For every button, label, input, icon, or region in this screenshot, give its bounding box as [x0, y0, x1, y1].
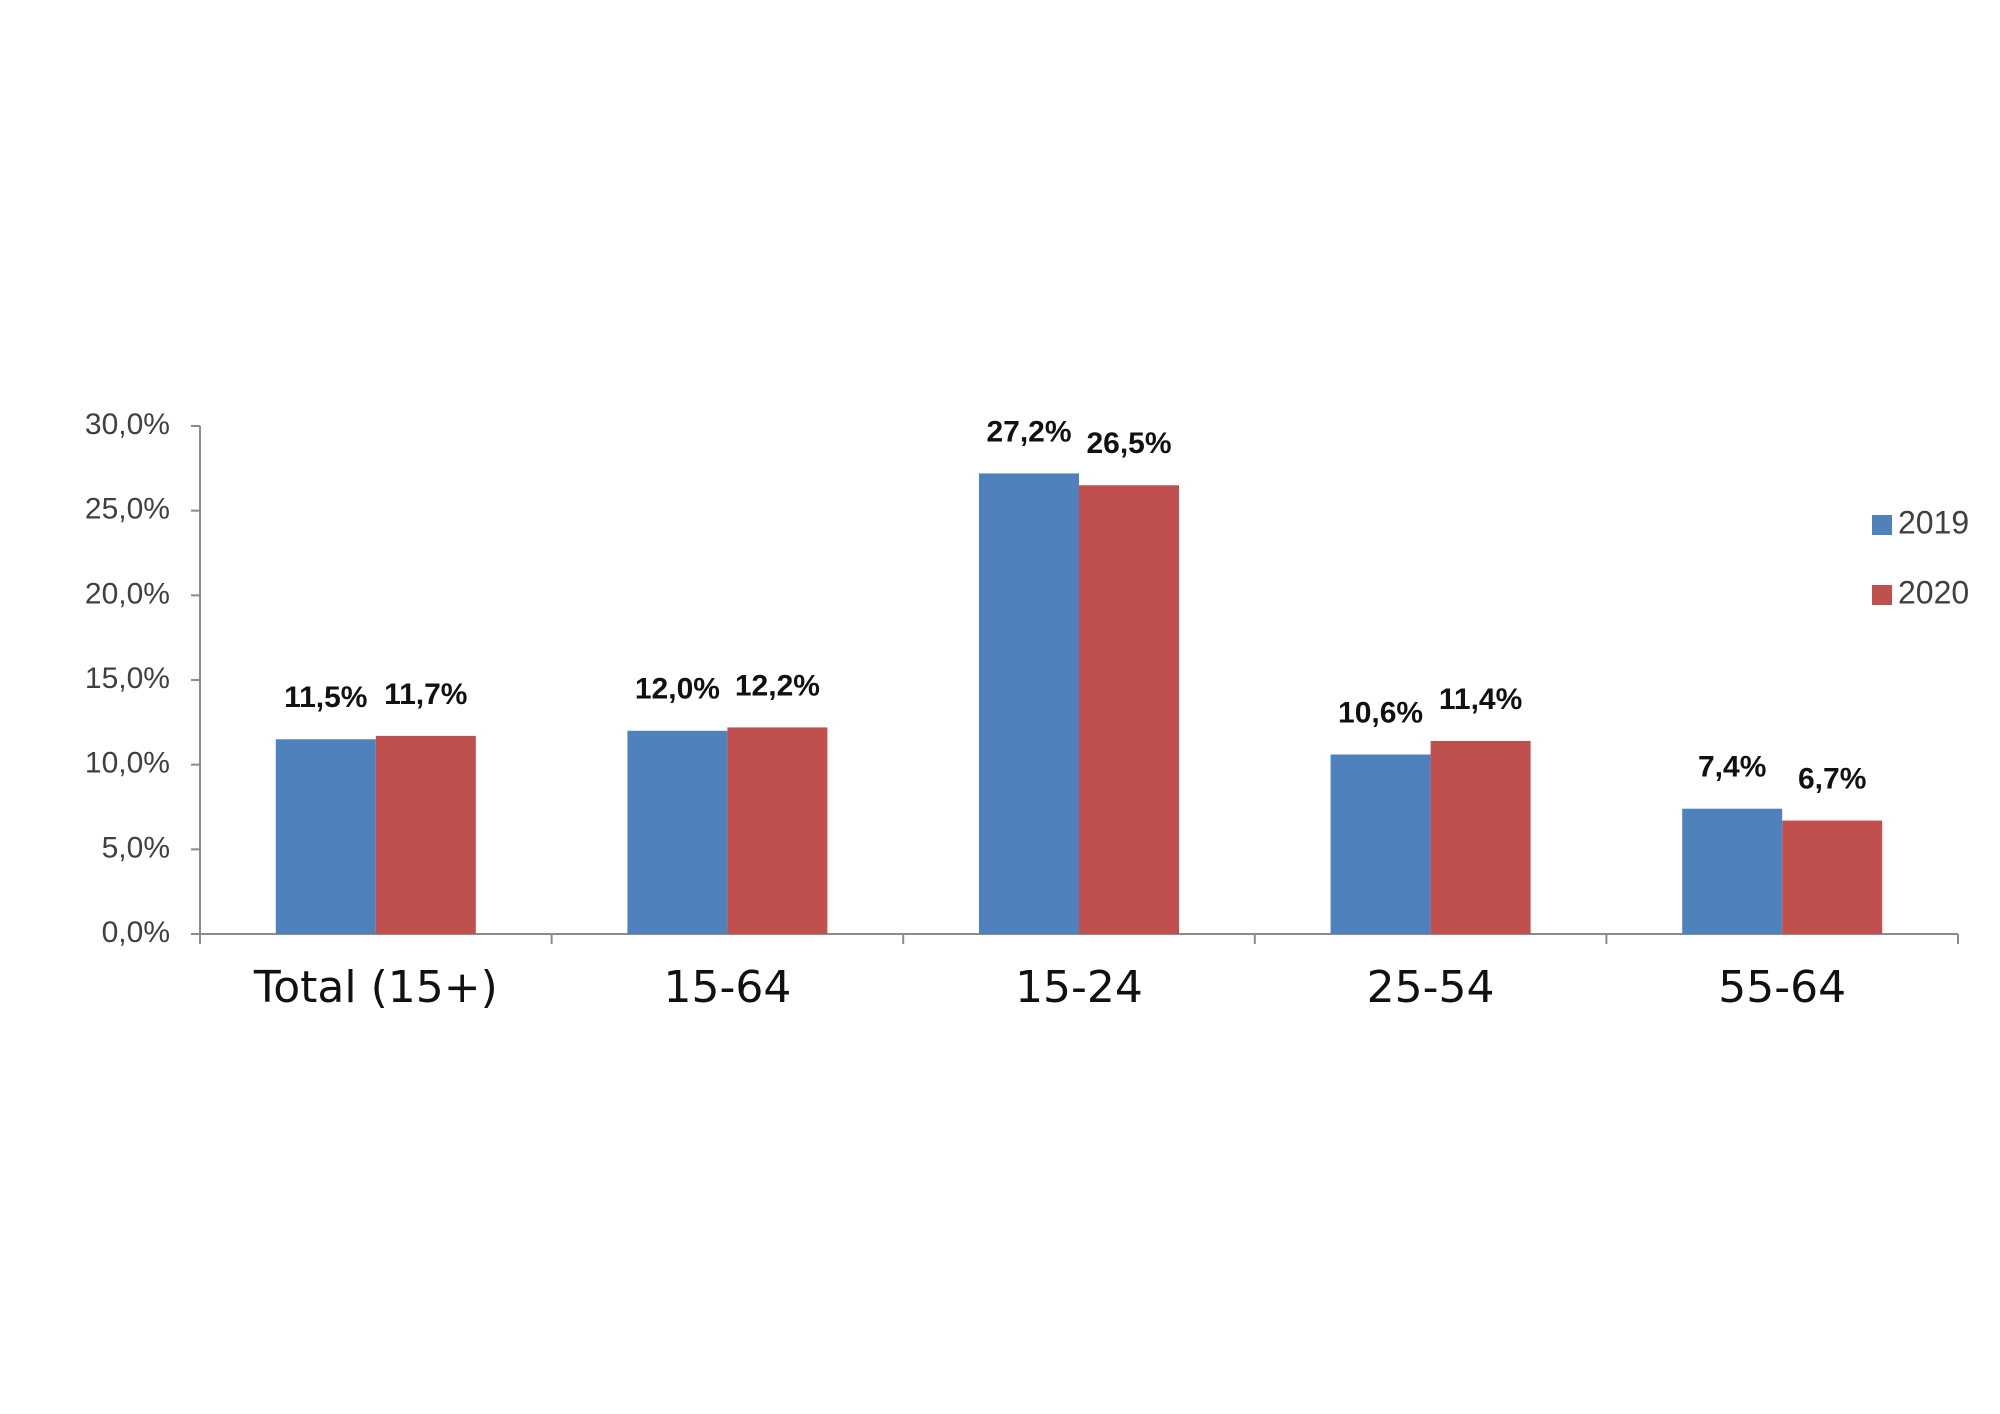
y-tick-label: 20,0% — [85, 577, 170, 610]
data-label: 11,4% — [1439, 683, 1522, 716]
legend-swatch — [1872, 515, 1892, 535]
bar — [627, 730, 728, 934]
x-tick-label: 25-54 — [1367, 962, 1495, 1013]
x-tick-label: 15-64 — [663, 962, 791, 1013]
data-label: 6,7% — [1798, 762, 1866, 795]
y-tick-label: 0,0% — [102, 916, 170, 949]
legend-label: 2020 — [1898, 574, 1969, 610]
data-label: 26,5% — [1086, 427, 1171, 460]
data-label: 10,6% — [1338, 696, 1423, 729]
data-label: 11,5% — [284, 681, 367, 714]
bar — [1430, 740, 1531, 934]
data-label: 12,2% — [735, 669, 820, 702]
data-label: 12,0% — [635, 673, 720, 706]
bar — [727, 727, 828, 934]
bar — [1782, 820, 1883, 934]
legend-label: 2019 — [1898, 504, 1969, 540]
y-tick-label: 10,0% — [85, 747, 170, 780]
y-tick-label: 25,0% — [85, 493, 170, 526]
bar — [1682, 808, 1783, 934]
y-tick-label: 30,0% — [85, 408, 170, 441]
bar — [375, 735, 476, 934]
y-tick-label: 15,0% — [85, 662, 170, 695]
x-tick-label: 15-24 — [1015, 962, 1143, 1013]
data-label: 11,7% — [384, 678, 467, 711]
y-tick-label: 5,0% — [102, 831, 170, 864]
data-label: 27,2% — [986, 415, 1071, 448]
bar — [275, 739, 376, 934]
x-tick-label: 55-64 — [1718, 962, 1846, 1013]
bar — [979, 473, 1079, 934]
bar — [1079, 485, 1179, 934]
x-tick-label: Total (15+) — [253, 962, 498, 1013]
data-label: 7,4% — [1698, 751, 1766, 784]
bar — [1330, 754, 1431, 934]
legend-swatch — [1872, 585, 1892, 605]
